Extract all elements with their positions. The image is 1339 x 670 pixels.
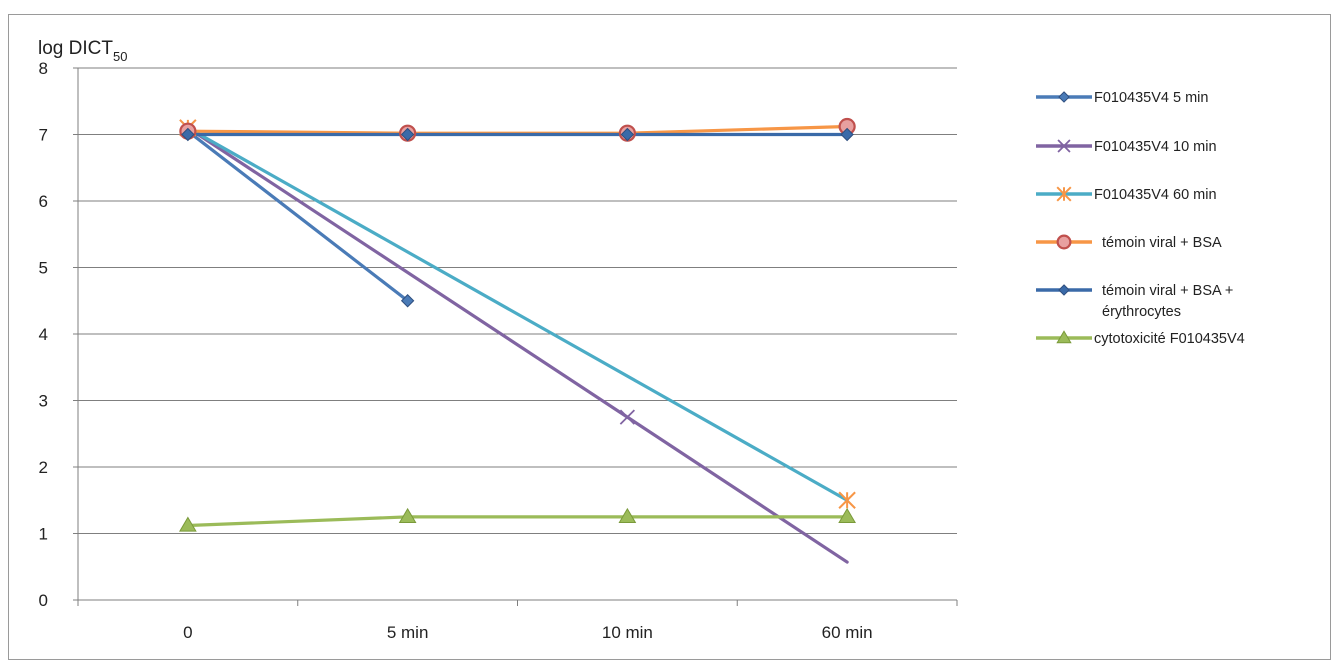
x-tick-label: 0 xyxy=(183,623,192,642)
y-tick-label: 3 xyxy=(39,392,48,411)
series-line-3 xyxy=(186,126,849,502)
series-line-1 xyxy=(186,129,410,303)
data-point-s2-2 xyxy=(619,409,636,425)
data-point-s6-3 xyxy=(838,507,856,523)
series-lines xyxy=(186,124,849,564)
y-tick-label: 1 xyxy=(39,525,48,544)
x-tick-label: 10 min xyxy=(602,623,653,642)
x-tick-label: 5 min xyxy=(387,623,429,642)
legend-marker-3 xyxy=(1056,186,1072,202)
chart-frame xyxy=(8,14,1331,660)
legend-marker-2 xyxy=(1057,139,1071,153)
data-point-s5-0 xyxy=(181,127,195,142)
data-point-s6-2 xyxy=(618,507,637,523)
grid-lines xyxy=(78,67,957,534)
y-tick-label: 5 xyxy=(39,259,48,278)
data-point-s6-0 xyxy=(179,516,197,532)
data-point-s1-1 xyxy=(400,294,415,308)
data-point-s6-1 xyxy=(398,507,417,523)
legend-label-4: témoin viral + BSA xyxy=(1102,235,1222,251)
legend-label-3: F010435V4 60 min xyxy=(1094,187,1217,203)
legend-marker-6 xyxy=(1056,330,1072,344)
legend-marker-1 xyxy=(1058,91,1070,103)
legend: F010435V4 5 min F010435V4 10 min F010435V4… xyxy=(1036,90,1245,347)
y-tick-label: 7 xyxy=(39,126,48,145)
x-tick-label: 60 min xyxy=(822,623,873,642)
legend-label-5: témoin viral + BSA + xyxy=(1102,283,1233,299)
legend-label-2: F010435V4 10 min xyxy=(1094,139,1217,155)
series-line-6 xyxy=(186,515,849,528)
data-point-s5-2 xyxy=(620,127,635,142)
legend-marker-4 xyxy=(1056,234,1072,250)
axes xyxy=(73,67,958,606)
y-axis-label: log DICT50 xyxy=(38,38,127,64)
legend-label-5: érythrocytes xyxy=(1102,304,1181,320)
y-tick-label: 4 xyxy=(39,325,48,344)
series-markers xyxy=(179,117,856,532)
legend-label-6: cytotoxicité F010435V4 xyxy=(1094,331,1245,347)
series-line-4 xyxy=(186,124,849,135)
y-tick-label: 6 xyxy=(39,192,48,211)
y-tick-label: 2 xyxy=(39,458,48,477)
y-tick-label: 0 xyxy=(39,591,48,610)
legend-marker-5 xyxy=(1058,284,1070,296)
data-point-s5-3 xyxy=(840,127,854,142)
y-tick-label: 8 xyxy=(39,59,48,78)
x-tick-labels: 0 5 min 10 min 60 min xyxy=(183,623,873,642)
data-point-s5-1 xyxy=(400,127,415,142)
y-tick-labels: 0 1 2 3 4 5 6 7 8 xyxy=(39,59,48,610)
series-line-2 xyxy=(186,126,849,564)
data-point-s3-3 xyxy=(838,491,856,509)
legend-label-1: F010435V4 5 min xyxy=(1094,90,1208,106)
